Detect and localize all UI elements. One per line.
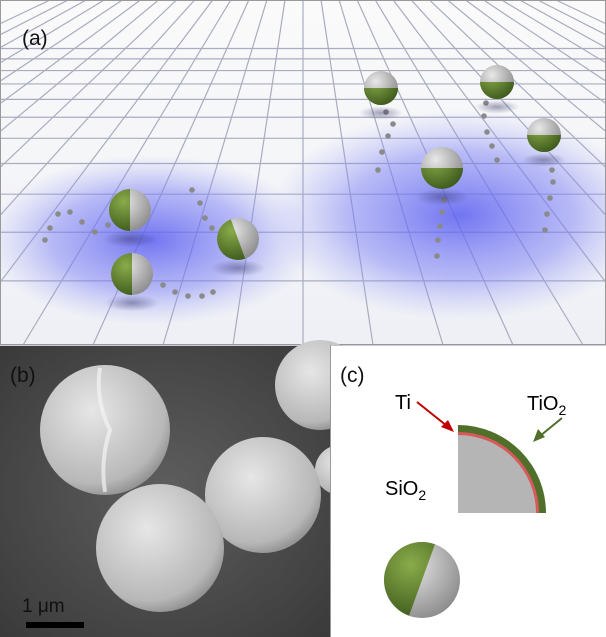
tio2-base: TiO — [527, 393, 558, 415]
trail-dot — [79, 219, 85, 225]
trail-dot — [549, 167, 555, 173]
trail-dot — [197, 200, 203, 206]
panel-label: (b) — [10, 364, 36, 387]
trail-dot — [67, 209, 73, 215]
trail-dot — [202, 215, 208, 221]
trail-dot — [489, 143, 495, 149]
trail-dot — [439, 209, 445, 215]
sio2-base: SiO — [385, 478, 418, 500]
trail-dot — [379, 149, 385, 155]
trail-dot — [390, 121, 396, 127]
trail-dot — [481, 113, 487, 119]
sphere-shadow — [105, 295, 160, 312]
sphere-shadow — [103, 231, 158, 248]
tio2-sub: 2 — [558, 402, 566, 418]
scale-bar-label: 1 μm — [22, 596, 65, 617]
janus-particle — [384, 542, 460, 618]
trail-dot — [437, 223, 443, 229]
trail-dot — [172, 289, 178, 295]
trail-dot — [494, 157, 500, 163]
sio2-sub: 2 — [418, 487, 426, 503]
trail-dot — [42, 237, 48, 243]
trail-dot — [199, 293, 205, 299]
trail-dot — [434, 253, 440, 259]
panel-label: (a) — [22, 27, 48, 50]
trail-dot — [92, 229, 98, 235]
trail-dot — [47, 225, 53, 231]
sphere-shadow — [359, 106, 403, 120]
sphere-shadow — [522, 153, 566, 167]
sphere-shadow — [211, 260, 266, 277]
trail-dot — [375, 167, 381, 173]
trail-dot — [55, 211, 61, 217]
trail-dot — [544, 211, 550, 217]
sphere-shadow — [475, 100, 519, 114]
panel-label: (c) — [340, 364, 365, 387]
sphere-shadow — [415, 189, 470, 206]
trail-dot — [484, 129, 490, 135]
ti-label: Ti — [395, 392, 411, 414]
trail-dot — [385, 133, 391, 139]
trail-dot — [189, 187, 195, 193]
trail-dot — [160, 282, 166, 288]
figure: (a) (b) 1 μm Ti TiO2 SiO2 (c) — [0, 0, 606, 637]
trail-dot — [209, 225, 215, 231]
scale-bar — [26, 622, 84, 628]
page: {"panel_a": {"label": "(a)"}, "panel_b":… — [0, 0, 606, 637]
trail-dot — [105, 222, 111, 228]
trail-dot — [547, 195, 553, 201]
trail-dot — [550, 179, 556, 185]
trail-dot — [185, 293, 191, 299]
trail-dot — [542, 227, 548, 233]
trail-dot — [210, 289, 216, 295]
trail-dot — [435, 237, 441, 243]
